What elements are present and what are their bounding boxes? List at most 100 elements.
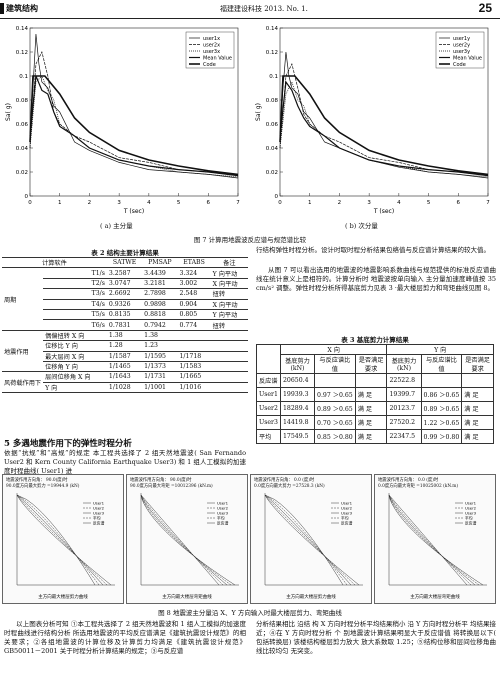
table2-cell: 位移角 Y 向 — [43, 360, 107, 373]
table3-sub: 是否满足要求 — [354, 354, 388, 375]
table2-cell: 1.23 — [142, 340, 178, 352]
table2-dir: Y 向 — [65, 343, 78, 351]
table3-sub-row: 基底剪力 (kN) 与反应谱比值 是否满足要求 基底剪力 (kN) 与反应谱比值… — [257, 354, 494, 375]
table2-cell: 1/1465 — [106, 360, 143, 373]
x-tick-label: 1 — [58, 200, 62, 206]
table2-col-satwe: SATWE — [106, 256, 143, 269]
table2-row: 周期 T1/s 3.2587 3.4439 3.324 Y 向平动 — [2, 267, 248, 331]
table2-cell: 0.9326 — [106, 298, 143, 310]
table3-cell: 平均 — [256, 429, 281, 445]
table3-sub: 基底剪力 (kN) — [279, 354, 316, 375]
fig8-legend-label: 平均 — [465, 516, 473, 521]
table3-cell: User1 — [256, 387, 281, 403]
x-tick-label: 2 — [88, 200, 92, 206]
table2-row: T2/s 3.0747 3.2181 3.002 X 向平动 — [2, 277, 248, 290]
table2-cell: 偶偏扭转 X 向 — [43, 329, 107, 342]
page-header: 建筑结构 福建建设科技 2013. No. 1. 25 — [0, 0, 500, 19]
table3-cell: 20123.7 — [386, 401, 422, 417]
table2-cell: X 向平动 — [210, 298, 248, 310]
fig8-panel-line2: 0.0度方向最大剪力 =27528.3 (kN) — [254, 484, 325, 489]
fig8-legend-label: User3 — [465, 511, 477, 516]
fig8-curve — [388, 494, 484, 586]
fig8-legend-label: 平均 — [217, 516, 225, 521]
table2-dir: Y 向 — [65, 364, 78, 372]
fig8-legend-label: User1 — [217, 501, 229, 506]
table2-cell — [210, 360, 248, 373]
fig8-panel-3: 地震波作用方向角： 0.0 (度)时 0.0度方向最大剪力 =27528.3 (k… — [250, 474, 372, 604]
table3-title: 表 3 基底剪力计算结果 — [341, 336, 409, 344]
legend-label: user3y — [453, 49, 470, 55]
table2-dir: Y 向 — [45, 384, 58, 392]
series-user3x — [29, 75, 239, 178]
fig8-legend-label: 反应谱 — [465, 521, 477, 526]
table2-cell: 3.324 — [177, 267, 211, 279]
table3-cell: 18289.4 — [279, 401, 316, 417]
table3-cell: 22347.5 — [386, 429, 422, 445]
table2-cell: 3.2181 — [142, 277, 178, 290]
table3-sub: 与反应谱比值 — [420, 354, 463, 375]
header-section: 建筑结构 — [6, 3, 38, 13]
table2-cell: 层间位移角 X 向 — [43, 371, 107, 383]
fig8-legend-label: User2 — [93, 506, 105, 511]
fig8-legend-label: User3 — [341, 511, 353, 516]
table3-row: 平均 17549.5 0.85 ＞0.80 满 足 22347.5 0.99 ＞0.80 满… — [256, 429, 494, 445]
table2: 计算软件 SATWE PMSAP ETABS 备注 周期 T1/s 3.2587 3.… — [2, 256, 248, 394]
table3-group-row: X 向 Y 向 — [256, 343, 494, 375]
y-axis-label: Sa( g) — [255, 103, 262, 121]
table3-cell: 14419.8 — [279, 415, 316, 431]
x-tick-label: 7 — [486, 200, 490, 206]
table2-cell — [210, 340, 248, 352]
table3-group-x: X 向 — [279, 343, 388, 356]
table2-cell: 0.904 — [177, 298, 211, 310]
figure8-panels: 地震波作用方向角： 90.0(度)时 90.0度方向最大剪力 =19944.9 (… — [2, 474, 498, 604]
fig8-panel-line1: 地震波作用方向角： 0.0 (度)时 — [378, 478, 439, 483]
header-marker — [0, 3, 4, 14]
y-tick-label: 0.06 — [16, 122, 29, 128]
table2-dir: X 向 — [78, 374, 91, 382]
table2-cell: 1/1595 — [142, 350, 178, 362]
fig8-curve — [264, 494, 352, 586]
y-axis-label: Sa( g) — [5, 103, 12, 121]
fig8-panel-line1: 地震波作用方向角： 90.0(度)时 — [130, 478, 192, 483]
fig8-curve — [388, 494, 472, 586]
fig8-curve — [140, 494, 224, 586]
y-tick-label: 0.12 — [16, 50, 28, 56]
table2-cell: T1/s — [43, 267, 107, 279]
fig8-legend-label: User1 — [93, 501, 105, 506]
table2-cell: 1/1665 — [177, 371, 211, 383]
fig8-panel-1: 地震波作用方向角： 90.0(度)时 90.0度方向最大剪力 =19944.9 (… — [2, 474, 124, 604]
x-tick-label: 0 — [28, 200, 32, 206]
table2-cell: X 向平动 — [210, 277, 248, 290]
fig8-legend-label: 反应谱 — [93, 521, 105, 526]
fig8-panel-2: 地震波作用方向角： 90.0(度)时 90.0度方向最大弯矩 =10012396 … — [126, 474, 248, 604]
table2-cell — [210, 381, 248, 394]
fig8-curve — [140, 494, 236, 586]
table2-cell: 0.7942 — [142, 319, 178, 331]
fig8-curve — [140, 494, 228, 586]
y-tick-label: 0.04 — [16, 146, 29, 152]
table3-cell: 反应谱 — [256, 373, 281, 389]
x-tick-label: 0 — [278, 200, 282, 206]
header-journal: 福建建设科技 2013. No. 1. — [220, 5, 308, 13]
fig8-panel-line1: 地震波作用方向角： 90.0(度)时 — [6, 478, 68, 483]
table2-cell: 3.2587 — [106, 267, 143, 279]
x-tick-label: 6 — [207, 200, 211, 206]
table2-cell: 扭转 — [210, 319, 248, 331]
legend-label: Mean Value — [203, 56, 232, 62]
table3-row: User1 19939.3 0.97 ＞0.65 满 足 19399.7 0.86 ＞0.… — [256, 387, 494, 403]
table2-title: 表 2 结构主要计算结果 — [91, 249, 159, 257]
table2-cell: 0.805 — [177, 308, 211, 321]
table2-row: Y 向 1/1028 1/1001 1/1016 — [2, 381, 248, 394]
fig8-legend-label: User1 — [465, 501, 477, 506]
x-tick-label: 6 — [457, 200, 461, 206]
table2-dir: X 向 — [71, 353, 85, 361]
table2-item: 层间位移角 — [45, 374, 77, 382]
fig8-curve — [388, 494, 468, 586]
y-tick-label: 0 — [275, 194, 279, 200]
bottom-right-paragraph: 分析结果相比 沿结 构 X 方向时程分析平均结果稍小 沿 Y 方向时程分析平 均… — [256, 620, 496, 655]
table3-cell: 1.22 ＞0.65 — [420, 415, 463, 431]
table2-row: T4/s 0.9326 0.9898 0.904 X 向平动 — [2, 298, 248, 310]
y-tick-label: 0.08 — [16, 98, 29, 104]
fig8-curve — [264, 494, 348, 586]
